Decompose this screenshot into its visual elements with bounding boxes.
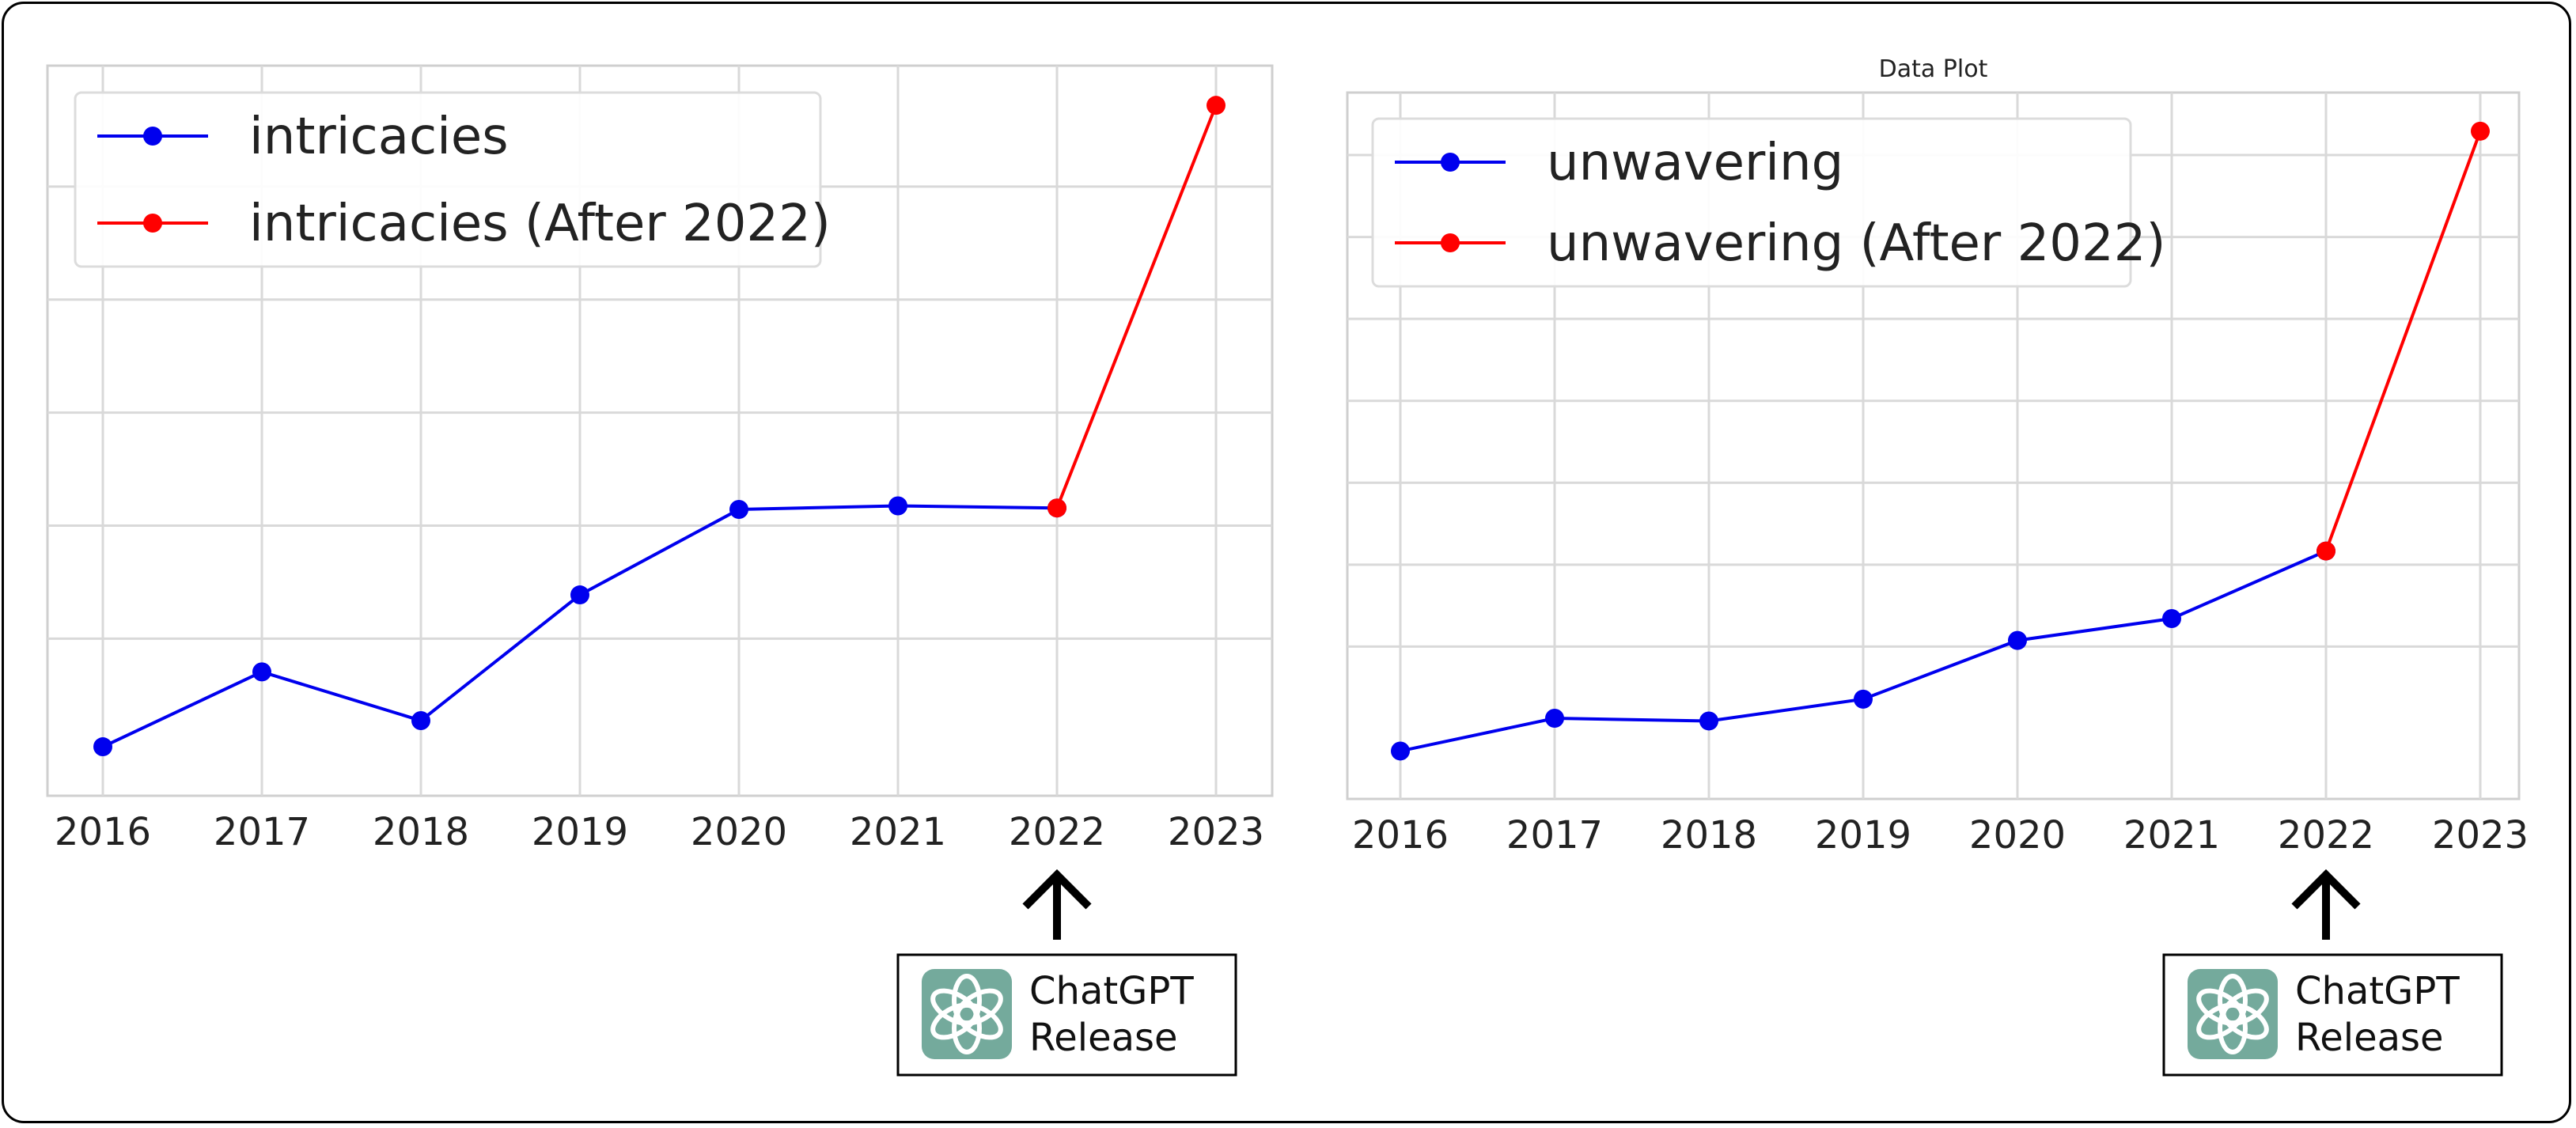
legend-box: [74, 91, 822, 268]
legend: intricacies intricacies (After 2022): [74, 91, 831, 268]
badge-line-1: ChatGPT: [1029, 969, 1194, 1013]
series-line: [2324, 131, 2482, 552]
data-point: [1207, 96, 1225, 115]
logo-petal: [2196, 988, 2245, 1026]
x-tick-label: 2017: [214, 810, 310, 854]
legend-label: intricacies (After 2022): [249, 195, 831, 253]
x-tick-label: 2023: [1168, 810, 1264, 854]
logo-background: [922, 969, 1012, 1059]
arrow-up-icon: [1022, 869, 1092, 940]
legend-label: unwavering: [1547, 134, 1843, 192]
openai-logo-icon: [2188, 969, 2278, 1059]
logo-background: [2188, 969, 2278, 1059]
legend-label: unwavering (After 2022): [1547, 214, 2165, 273]
data-point: [1699, 711, 1718, 731]
chart-title: Data Plot: [1879, 55, 1988, 83]
legend-label: intricacies: [249, 108, 509, 166]
series-after-2022: [1047, 96, 1225, 518]
legend-swatch-marker: [1441, 153, 1460, 172]
x-tick-label: 2016: [1352, 813, 1449, 857]
data-point: [570, 585, 589, 605]
arrow-up-icon: [2291, 869, 2361, 940]
legend-box: [1371, 117, 2132, 288]
legend-swatch-marker: [1441, 233, 1460, 252]
legend-entry: intricacies (After 2022): [97, 195, 831, 253]
x-tick-label: 2018: [1661, 813, 1757, 857]
x-tick-label: 2020: [1969, 813, 2066, 857]
x-tick-label: 2022: [1009, 810, 1105, 854]
legend-entry: intricacies: [97, 108, 509, 166]
x-tick-label: 2019: [532, 810, 628, 854]
arrow-head: [2291, 869, 2361, 910]
x-tick-label: 2021: [2123, 813, 2220, 857]
data-point: [1854, 689, 1873, 709]
data-point: [411, 710, 430, 730]
data-point: [729, 499, 748, 519]
data-point: [252, 662, 271, 682]
x-tick-label: 2020: [691, 810, 787, 854]
logo-petal: [930, 988, 979, 1026]
x-tick-label: 2016: [55, 810, 151, 854]
badge-line-2: Release: [2295, 1016, 2444, 1060]
chart-2: Data Plot 2016 2017 2018 2019 2020 2021 2022 202…: [1346, 55, 2529, 1077]
data-point: [888, 496, 907, 516]
x-tick-label: 2018: [373, 810, 469, 854]
chart-1: 2016 2017 2018 2019 2020 2021 2022 2023 intricac…: [46, 64, 1274, 1077]
data-point: [93, 737, 112, 757]
data-point: [1545, 709, 1564, 729]
legend-entry: unwavering: [1395, 134, 1843, 192]
openai-logo-icon: [922, 969, 1012, 1059]
x-tick-label: 2022: [2278, 813, 2374, 857]
data-point: [1391, 741, 1410, 761]
x-tick-label: 2021: [850, 810, 946, 854]
badge-line-1: ChatGPT: [2295, 969, 2460, 1013]
x-tick-label: 2017: [1506, 813, 1603, 857]
data-point: [2317, 541, 2335, 561]
arrow-head: [1022, 869, 1092, 910]
series-line: [1055, 104, 1218, 509]
data-point: [1047, 498, 1066, 518]
legend-entry: unwavering (After 2022): [1395, 214, 2165, 273]
data-point: [2008, 630, 2027, 650]
data-point: [2162, 609, 2181, 629]
legend: unwavering unwavering (After 2022): [1371, 117, 2165, 288]
legend-swatch-marker: [143, 127, 162, 146]
data-point: [2471, 121, 2490, 141]
badge-line-2: Release: [1029, 1016, 1178, 1060]
series-after-2022: [2317, 121, 2490, 561]
x-tick-label: 2023: [2432, 813, 2529, 857]
x-tick-label: 2019: [1815, 813, 1911, 857]
legend-swatch-marker: [143, 214, 162, 233]
